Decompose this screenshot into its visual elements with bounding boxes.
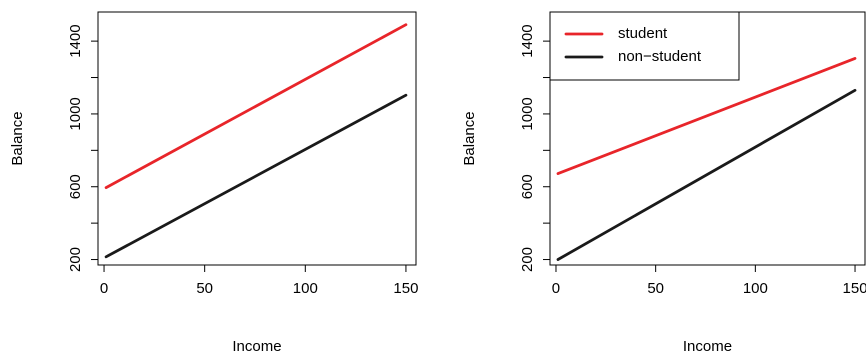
series-line-right-nonstudent (556, 88, 857, 261)
legend-label: student (618, 25, 668, 42)
y-tick-label-left: 200 (67, 247, 84, 272)
x-tick-label-right: 0 (552, 280, 560, 297)
series-line-right-student (556, 57, 857, 176)
legend-label: non−student (618, 48, 702, 65)
y-tick-label-right: 1000 (519, 97, 536, 130)
y-tick-label-right: 1400 (519, 24, 536, 57)
y-tick-label-left: 1000 (67, 97, 84, 130)
y-axis-title-left: Balance (9, 111, 26, 165)
y-tick-label-left: 600 (67, 174, 84, 199)
y-axis-title-right: Balance (461, 111, 478, 165)
x-tick-label-left: 150 (393, 280, 418, 297)
x-axis-title-right: Income (683, 338, 732, 355)
plot-frame-left (97, 11, 417, 266)
y-tick-label-right: 600 (519, 174, 536, 199)
series-line-left-1 (104, 93, 408, 259)
x-tick-label-right: 50 (647, 280, 664, 297)
y-tick-label-left: 1400 (67, 24, 84, 57)
series-line-left-0 (104, 23, 408, 190)
x-tick-label-left: 50 (196, 280, 213, 297)
x-axis-title-left: Income (232, 338, 281, 355)
y-tick-label-right: 200 (519, 247, 536, 272)
plot-frame-right (549, 11, 866, 266)
x-tick-label-left: 0 (100, 280, 108, 297)
x-tick-label-left: 100 (293, 280, 318, 297)
legend-box (549, 11, 740, 81)
x-tick-label-right: 150 (843, 280, 866, 297)
x-tick-label-right: 100 (743, 280, 768, 297)
